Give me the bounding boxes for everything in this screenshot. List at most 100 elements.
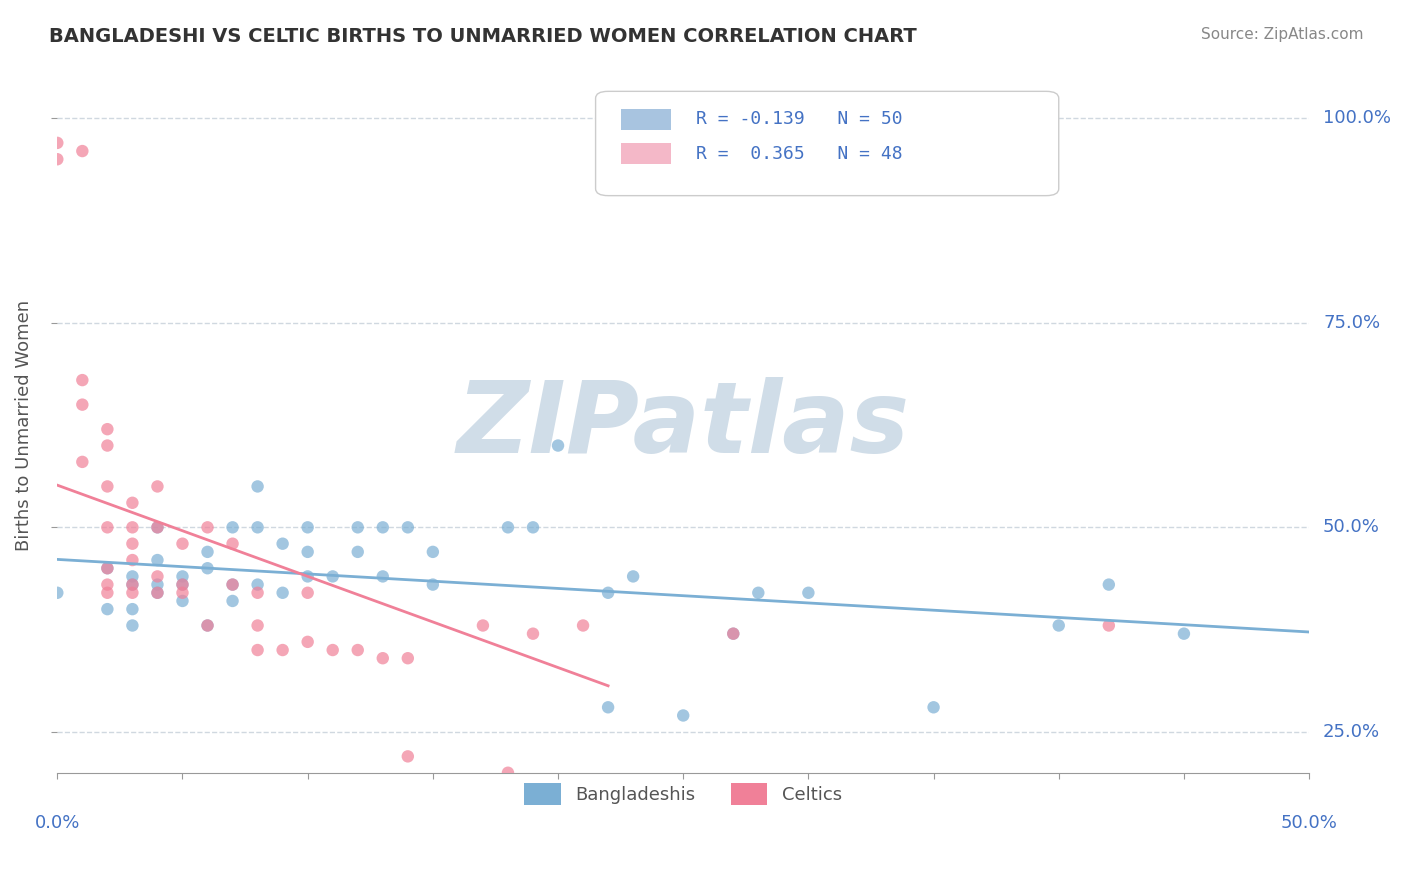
- Point: [221, 520, 243, 534]
- Point: [146, 520, 169, 534]
- Point: [121, 577, 143, 591]
- Point: [723, 626, 745, 640]
- Point: [1047, 618, 1070, 632]
- Point: [72, 398, 94, 412]
- Point: [246, 577, 269, 591]
- Point: [797, 586, 820, 600]
- Point: [346, 545, 368, 559]
- Point: [72, 373, 94, 387]
- Point: [172, 586, 194, 600]
- Point: [197, 618, 219, 632]
- Point: [246, 618, 269, 632]
- Point: [146, 586, 169, 600]
- Point: [172, 577, 194, 591]
- Point: [522, 626, 544, 640]
- Point: [146, 569, 169, 583]
- Point: [572, 618, 595, 632]
- Point: [922, 700, 945, 714]
- Point: [46, 586, 69, 600]
- Point: [46, 136, 69, 150]
- Point: [172, 577, 194, 591]
- Point: [496, 765, 519, 780]
- Text: BANGLADESHI VS CELTIC BIRTHS TO UNMARRIED WOMEN CORRELATION CHART: BANGLADESHI VS CELTIC BIRTHS TO UNMARRIE…: [49, 27, 917, 45]
- Y-axis label: Births to Unmarried Women: Births to Unmarried Women: [15, 300, 32, 550]
- Point: [96, 479, 118, 493]
- Point: [346, 643, 368, 657]
- Point: [146, 586, 169, 600]
- Point: [146, 479, 169, 493]
- Point: [146, 577, 169, 591]
- Point: [96, 520, 118, 534]
- Point: [246, 643, 269, 657]
- Point: [422, 545, 444, 559]
- Text: 25.0%: 25.0%: [1323, 723, 1381, 741]
- Text: 75.0%: 75.0%: [1323, 314, 1381, 332]
- Point: [121, 496, 143, 510]
- Point: [522, 520, 544, 534]
- Text: 100.0%: 100.0%: [1323, 110, 1391, 128]
- Point: [1098, 577, 1121, 591]
- Point: [197, 561, 219, 575]
- Point: [297, 635, 319, 649]
- Point: [621, 569, 644, 583]
- Point: [396, 520, 419, 534]
- Point: [121, 537, 143, 551]
- Point: [96, 561, 118, 575]
- Point: [121, 618, 143, 632]
- Text: ZIPatlas: ZIPatlas: [457, 376, 910, 474]
- Point: [197, 545, 219, 559]
- Text: 50.0%: 50.0%: [1323, 518, 1379, 536]
- Point: [121, 602, 143, 616]
- Point: [672, 708, 695, 723]
- Point: [172, 569, 194, 583]
- Point: [271, 643, 294, 657]
- Point: [121, 520, 143, 534]
- Point: [146, 520, 169, 534]
- Point: [471, 618, 494, 632]
- Point: [72, 144, 94, 158]
- Point: [246, 479, 269, 493]
- Point: [396, 651, 419, 665]
- Point: [96, 561, 118, 575]
- Point: [96, 438, 118, 452]
- Point: [1098, 618, 1121, 632]
- Point: [121, 553, 143, 567]
- Point: [747, 586, 769, 600]
- Point: [96, 422, 118, 436]
- Point: [271, 537, 294, 551]
- Point: [121, 569, 143, 583]
- Point: [371, 651, 394, 665]
- Point: [271, 586, 294, 600]
- Text: 0.0%: 0.0%: [35, 814, 80, 832]
- Point: [172, 537, 194, 551]
- Point: [297, 545, 319, 559]
- Point: [396, 749, 419, 764]
- Point: [146, 553, 169, 567]
- Point: [96, 577, 118, 591]
- Point: [197, 618, 219, 632]
- Text: R = -0.139   N = 50: R = -0.139 N = 50: [696, 110, 903, 128]
- Point: [496, 520, 519, 534]
- Point: [1173, 626, 1195, 640]
- Text: Source: ZipAtlas.com: Source: ZipAtlas.com: [1201, 27, 1364, 42]
- Point: [96, 586, 118, 600]
- Point: [322, 643, 344, 657]
- Point: [547, 438, 569, 452]
- Point: [297, 586, 319, 600]
- Point: [297, 569, 319, 583]
- Point: [322, 569, 344, 583]
- Point: [246, 586, 269, 600]
- Point: [96, 602, 118, 616]
- Point: [221, 577, 243, 591]
- Point: [72, 455, 94, 469]
- Point: [221, 594, 243, 608]
- Legend: Bangladeshis, Celtics: Bangladeshis, Celtics: [517, 776, 849, 813]
- FancyBboxPatch shape: [620, 144, 671, 164]
- Point: [447, 782, 470, 797]
- Point: [371, 520, 394, 534]
- Point: [197, 520, 219, 534]
- FancyBboxPatch shape: [620, 109, 671, 129]
- Point: [598, 586, 620, 600]
- Point: [723, 626, 745, 640]
- Point: [246, 520, 269, 534]
